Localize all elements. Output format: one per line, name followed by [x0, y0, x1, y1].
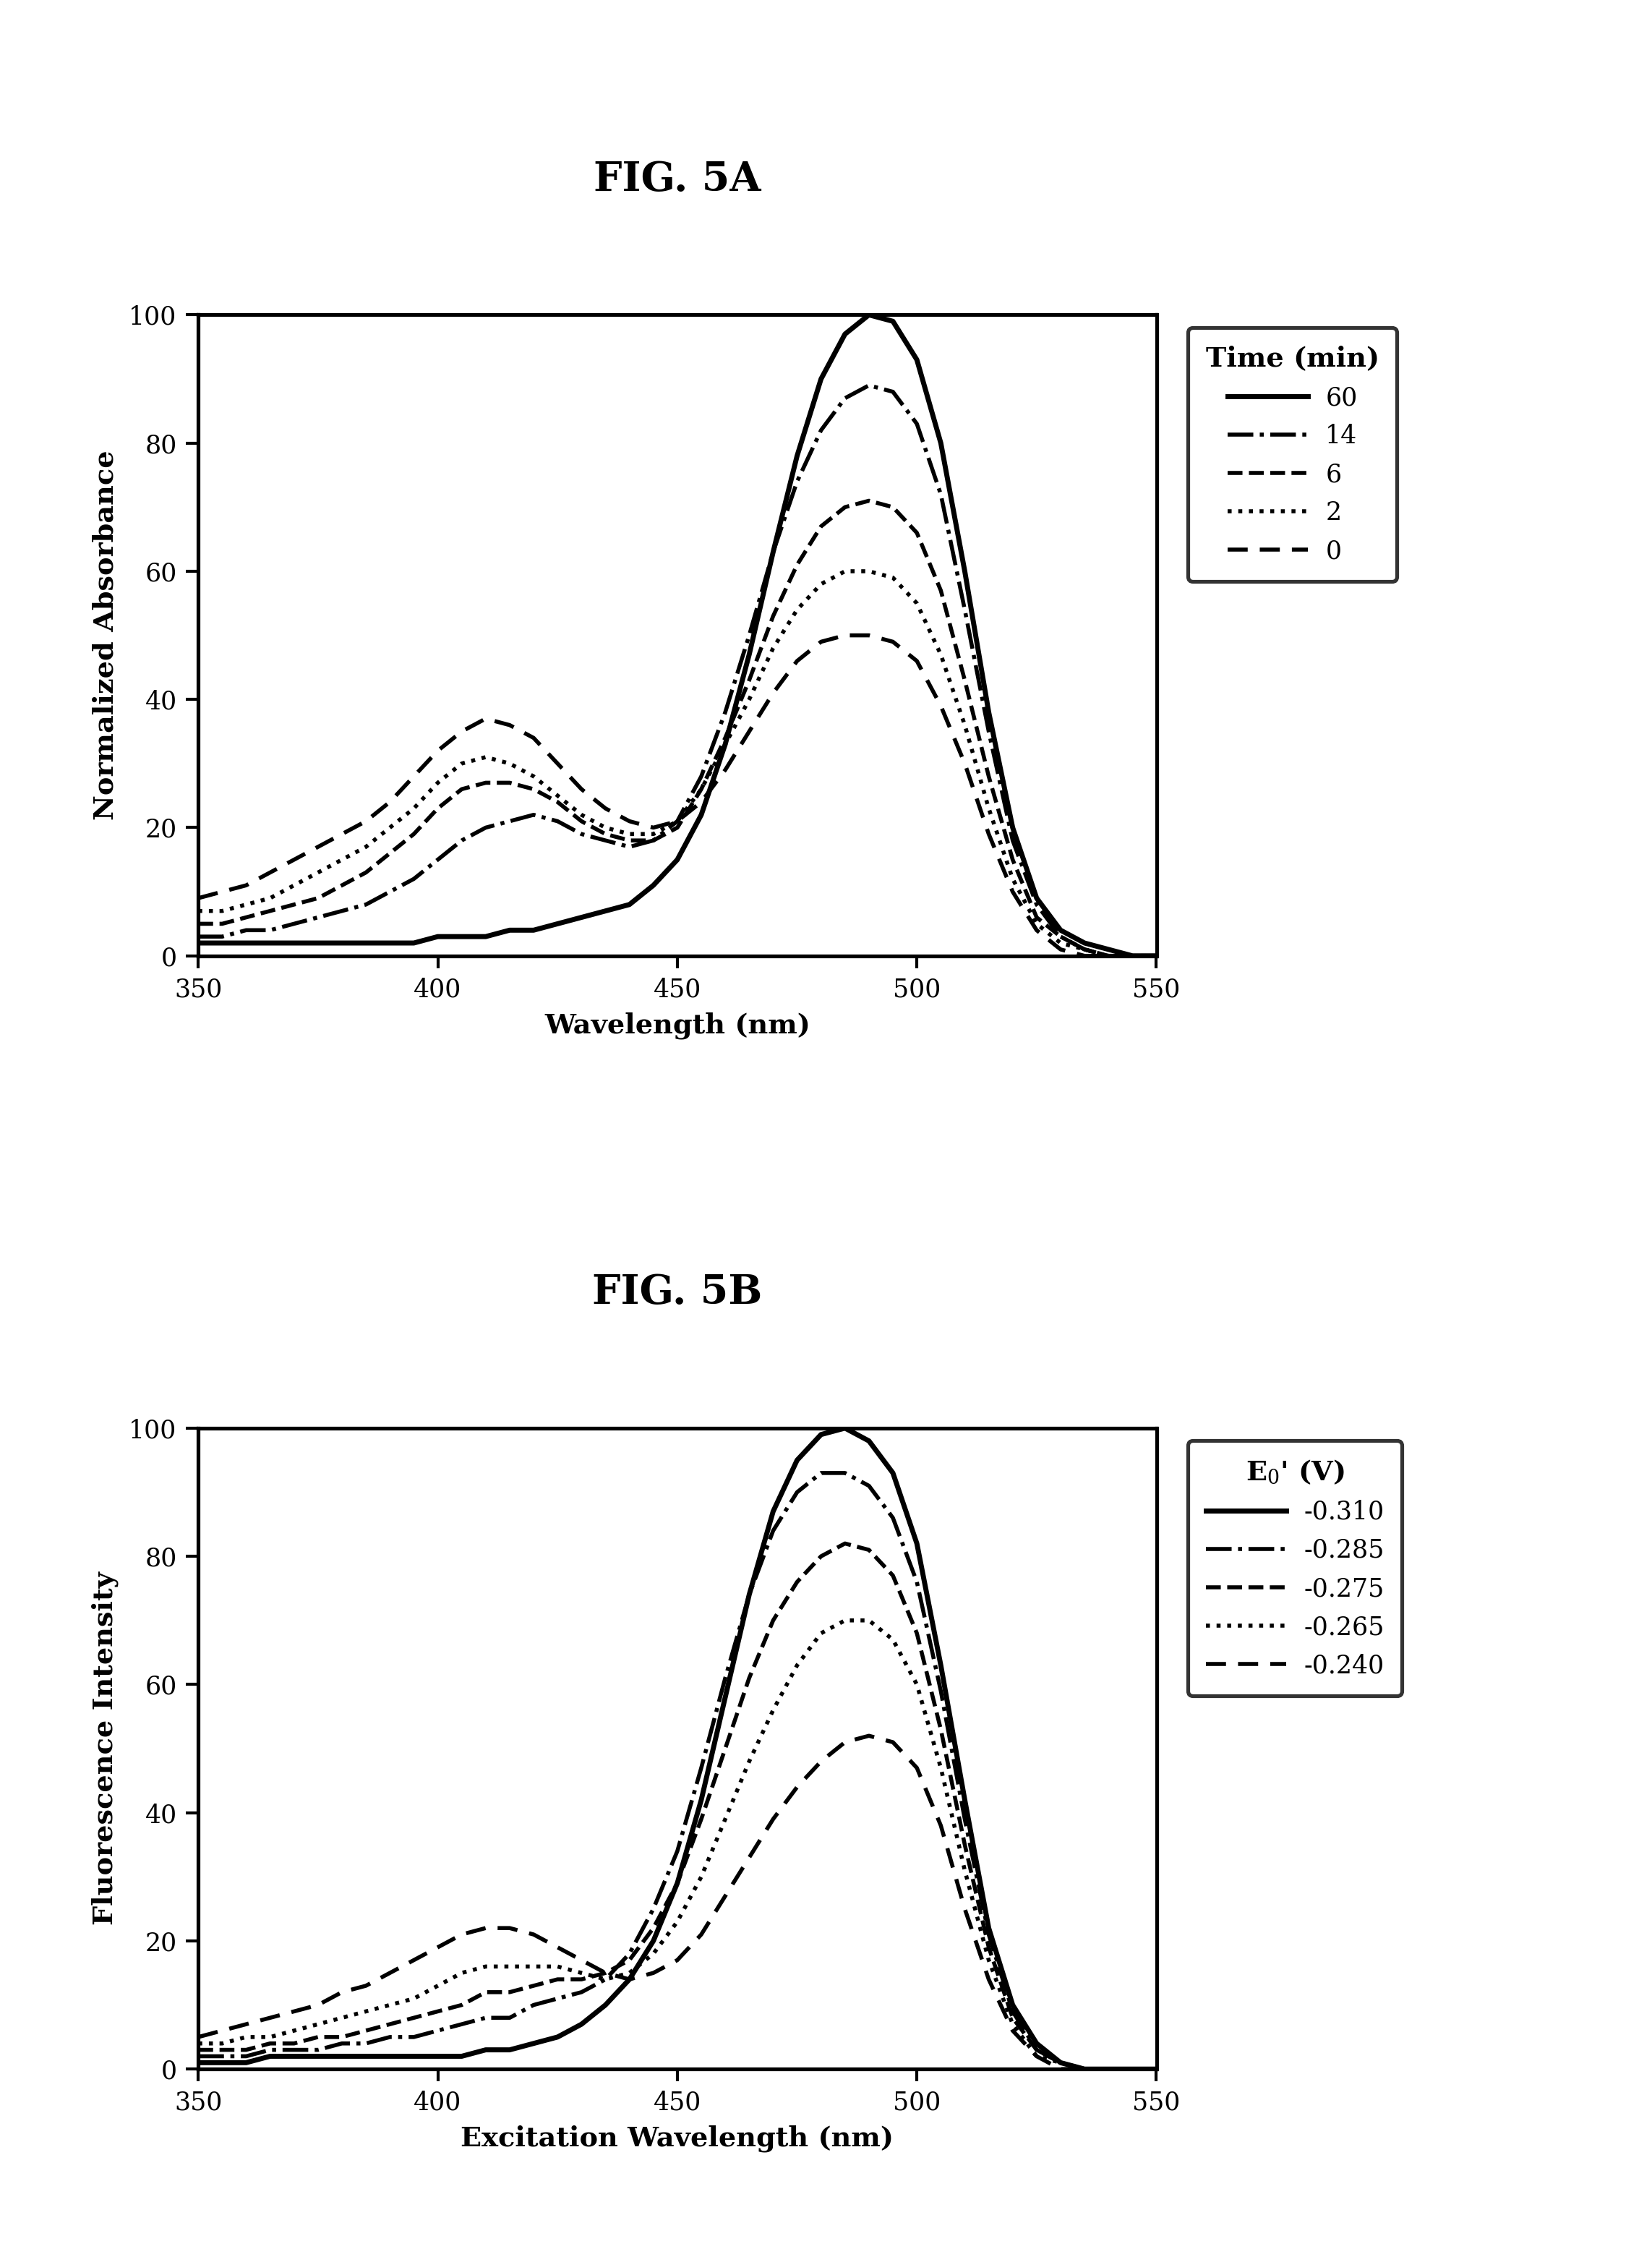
X-axis label: Excitation Wavelength (nm): Excitation Wavelength (nm): [461, 2125, 894, 2152]
Y-axis label: Fluorescence Intensity: Fluorescence Intensity: [93, 1572, 119, 1925]
Legend: 60, 14, 6, 2, 0: 60, 14, 6, 2, 0: [1188, 328, 1398, 580]
Text: FIG. 5B: FIG. 5B: [591, 1273, 763, 1313]
X-axis label: Wavelength (nm): Wavelength (nm): [545, 1012, 809, 1039]
Y-axis label: Normalized Absorbance: Normalized Absorbance: [93, 450, 119, 821]
Legend: -0.310, -0.285, -0.275, -0.265, -0.240: -0.310, -0.285, -0.275, -0.265, -0.240: [1188, 1442, 1401, 1696]
Text: FIG. 5A: FIG. 5A: [593, 160, 762, 200]
